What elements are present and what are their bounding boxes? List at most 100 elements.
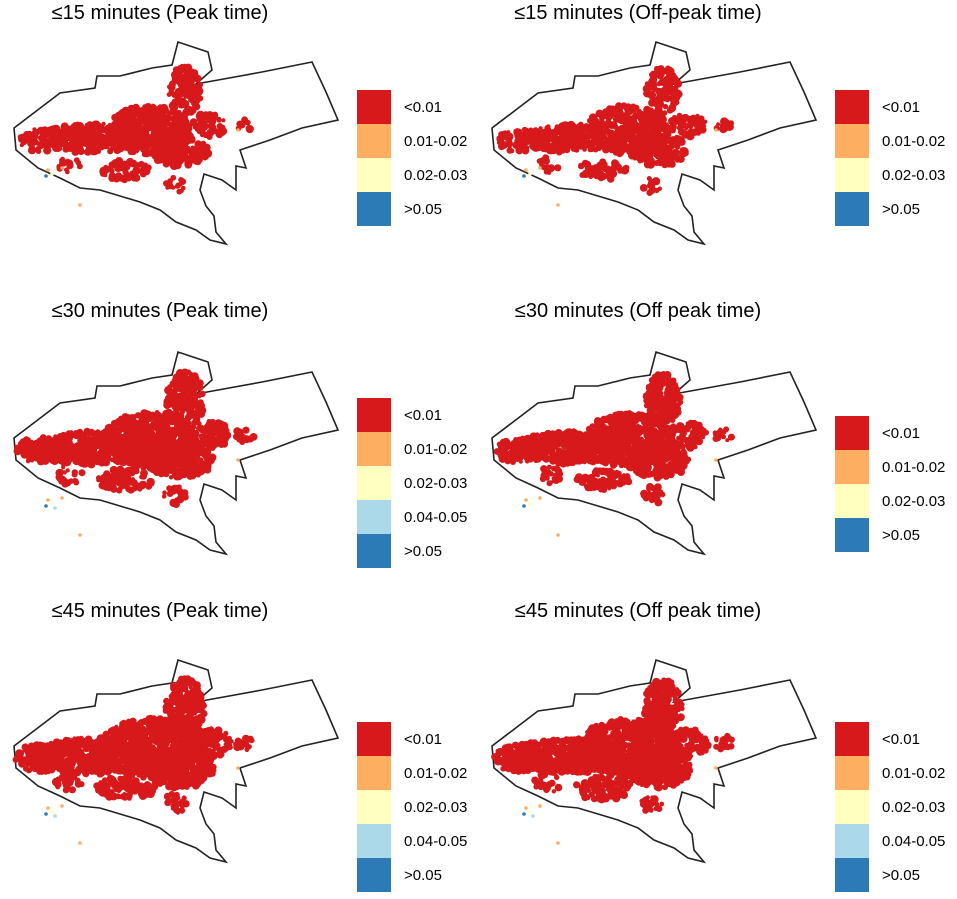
legend-item: 0.01-0.02 (357, 756, 467, 790)
legend-label: 0.01-0.02 (882, 458, 946, 476)
legend-swatch (835, 90, 869, 124)
legend-label: 0.02-0.03 (404, 798, 468, 816)
legend-label: <0.01 (404, 406, 442, 424)
legend-item: 0.01-0.02 (835, 124, 945, 158)
legend-label: 0.01-0.02 (404, 764, 468, 782)
map-panel: ≤30 minutes (Peak time) <0.01 0.01-0.02 0.0… (0, 298, 478, 597)
panel-title: ≤15 minutes (Off-peak time) (514, 2, 762, 24)
region-map (491, 350, 818, 556)
accessibility-points (13, 368, 258, 537)
legend-label: 0.02-0.03 (882, 166, 946, 184)
legend-item: <0.01 (357, 398, 467, 432)
legend-swatch (357, 858, 391, 892)
legend-item: <0.01 (357, 90, 467, 124)
legend-swatch (357, 90, 391, 124)
legend-swatch (357, 722, 391, 756)
legend-swatch (835, 858, 869, 892)
legend-item: 0.02-0.03 (835, 484, 945, 518)
legend-item: 0.04-0.05 (357, 824, 467, 858)
legend-item: >0.05 (835, 858, 945, 892)
legend-swatch (835, 484, 869, 518)
legend-item: >0.05 (835, 518, 945, 552)
legend-swatch (357, 192, 391, 226)
legend-swatch (357, 790, 391, 824)
region-map (491, 40, 818, 246)
accessibility-points (491, 677, 735, 845)
legend-item: >0.05 (357, 534, 467, 568)
legend-label: <0.01 (882, 98, 920, 116)
legend-swatch (357, 158, 391, 192)
legend-swatch (357, 398, 391, 432)
legend-label: 0.01-0.02 (882, 764, 946, 782)
legend-item: 0.01-0.02 (357, 124, 467, 158)
map-legend: <0.01 0.01-0.02 0.02-0.03 >0.05 (835, 90, 945, 226)
legend-item: 0.02-0.03 (357, 158, 467, 192)
accessibility-points (496, 65, 734, 207)
legend-label: 0.01-0.02 (882, 132, 946, 150)
panel-title: ≤45 minutes (Off peak time) (514, 600, 762, 622)
legend-label: >0.05 (882, 200, 920, 218)
legend-swatch (357, 534, 391, 568)
legend-swatch (835, 824, 869, 858)
map-legend: <0.01 0.01-0.02 0.02-0.03 0.04-0.05 >0.05 (357, 398, 467, 568)
legend-item: 0.01-0.02 (357, 432, 467, 466)
map-legend: <0.01 0.01-0.02 0.02-0.03 0.04-0.05 >0.05 (835, 722, 945, 892)
legend-label: 0.02-0.03 (404, 474, 468, 492)
panel-title: ≤45 minutes (Peak time) (51, 600, 269, 622)
map-panel: ≤45 minutes (Peak time) <0.01 0.01-0.02 0.0… (0, 598, 478, 897)
legend-swatch (357, 466, 391, 500)
region-map (12, 658, 340, 864)
legend-swatch (835, 722, 869, 756)
legend-label: >0.05 (404, 542, 442, 560)
legend-item: 0.02-0.03 (357, 466, 467, 500)
panel-title: ≤30 minutes (Peak time) (51, 300, 269, 322)
legend-item: <0.01 (835, 416, 945, 450)
legend-item: <0.01 (835, 90, 945, 124)
map-panel: ≤45 minutes (Off peak time) <0.01 0.01-0.0… (478, 598, 956, 897)
legend-item: 0.02-0.03 (835, 790, 945, 824)
legend-item: 0.04-0.05 (835, 824, 945, 858)
legend-swatch (357, 124, 391, 158)
legend-swatch (835, 192, 869, 226)
map-panel: ≤30 minutes (Off peak time) <0.01 0.01-0.0… (478, 298, 956, 597)
legend-swatch (835, 790, 869, 824)
legend-label: >0.05 (882, 866, 920, 884)
legend-swatch (835, 518, 869, 552)
legend-swatch (835, 450, 869, 484)
legend-swatch (835, 158, 869, 192)
legend-item: 0.01-0.02 (835, 756, 945, 790)
legend-label: 0.04-0.05 (404, 508, 468, 526)
legend-label: 0.02-0.03 (404, 166, 468, 184)
legend-label: 0.02-0.03 (882, 798, 946, 816)
map-legend: <0.01 0.01-0.02 0.02-0.03 >0.05 (835, 416, 945, 552)
region-map (13, 350, 340, 556)
legend-item: 0.01-0.02 (835, 450, 945, 484)
legend-label: 0.02-0.03 (882, 492, 946, 510)
legend-label: >0.05 (882, 526, 920, 544)
region-map (491, 658, 818, 864)
legend-label: <0.01 (404, 730, 442, 748)
legend-item: 0.02-0.03 (357, 790, 467, 824)
legend-item: <0.01 (835, 722, 945, 756)
legend-swatch (835, 416, 869, 450)
legend-swatch (835, 124, 869, 158)
map-panel: ≤15 minutes (Peak time) <0.01 0.01-0.02 0.0… (0, 0, 478, 299)
accessibility-points (12, 675, 255, 845)
map-legend: <0.01 0.01-0.02 0.02-0.03 0.04-0.05 >0.05 (357, 722, 467, 892)
legend-item: >0.05 (357, 192, 467, 226)
legend-label: <0.01 (404, 98, 442, 116)
legend-swatch (357, 500, 391, 534)
map-panel: ≤15 minutes (Off-peak time) <0.01 0.01-0.0… (478, 0, 956, 299)
legend-label: 0.01-0.02 (404, 440, 468, 458)
legend-item: >0.05 (835, 192, 945, 226)
legend-item: 0.02-0.03 (835, 158, 945, 192)
legend-swatch (357, 432, 391, 466)
accessibility-points (17, 63, 254, 207)
map-legend: <0.01 0.01-0.02 0.02-0.03 >0.05 (357, 90, 467, 226)
legend-label: 0.01-0.02 (404, 132, 468, 150)
legend-label: <0.01 (882, 730, 920, 748)
legend-label: 0.04-0.05 (404, 832, 468, 850)
legend-item: 0.04-0.05 (357, 500, 467, 534)
region-map (13, 40, 340, 246)
legend-swatch (835, 756, 869, 790)
